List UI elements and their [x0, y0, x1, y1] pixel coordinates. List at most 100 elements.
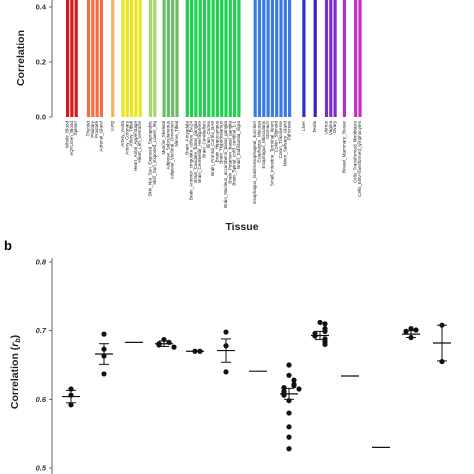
bar-29: [228, 0, 232, 117]
data-point: [101, 371, 107, 377]
bar-12: [138, 0, 142, 117]
y-tick-label-bottom: 0.7: [36, 326, 47, 335]
bar-24: [207, 0, 211, 117]
y-tick-label-top: 0.0: [36, 113, 46, 122]
scatter-group-1: [95, 331, 113, 377]
y-axis-ticks-top: 0.4 0.2 0.0: [36, 3, 52, 122]
bar-21: [194, 0, 198, 117]
bar-37: [275, 0, 279, 117]
y-tick-label-top: 0.4: [36, 3, 47, 12]
panel-label-b: b: [4, 238, 12, 253]
bar-27: [220, 0, 224, 117]
tissue-label: Thyroid: [86, 121, 91, 137]
tissue-label: Cells_EBV-transformed_lymphocytes: [357, 120, 362, 197]
data-point: [101, 331, 107, 337]
data-point: [317, 319, 323, 326]
tissue-label: Brain_Cortex: [206, 120, 211, 148]
bar-44: [329, 0, 333, 117]
tissue-label: Pancreas: [287, 120, 292, 140]
scatter-group-3: [155, 336, 177, 350]
y-tick-label-bottom: 0.5: [36, 464, 47, 473]
bar-18: [175, 0, 179, 117]
tissue-label: Esophagus_Muscularis: [261, 120, 266, 168]
data-point: [192, 348, 198, 354]
tissue-label: Cells_Transformed_fibroblasts: [353, 120, 358, 183]
bar-11: [134, 0, 138, 117]
data-point: [101, 346, 107, 352]
bar-33: [257, 0, 262, 117]
tissue-label: Esophagus_Mucosa: [257, 121, 262, 163]
data-point: [286, 362, 292, 368]
data-point: [291, 383, 297, 389]
tissue-label: Esophagus_Gastroesophageal_Junction: [252, 121, 257, 204]
tissue-label: Uterus: [324, 120, 329, 134]
bar-26: [215, 0, 219, 117]
tissue-label: Pituitary: [90, 120, 95, 137]
scatter-groups: [62, 319, 451, 452]
bar-0: [66, 0, 70, 117]
bar-45: [333, 0, 337, 117]
y-axis-label-bottom: Correlation (rb): [9, 335, 22, 409]
bar-4: [91, 0, 95, 117]
tissue-label: Whole_Blood: [65, 121, 70, 149]
bar-10: [130, 0, 134, 117]
bar-19: [185, 0, 189, 117]
bar-6: [99, 0, 103, 117]
bar-30: [233, 0, 237, 117]
data-point: [286, 434, 292, 440]
bar-32: [253, 0, 257, 117]
tissue-label: Brain_Hypothalamus: [219, 120, 224, 163]
tissue-label: Breast_Mammary_Tissue: [341, 121, 346, 174]
data-point: [322, 328, 328, 334]
data-point: [286, 424, 292, 430]
scatter-group-11: [402, 326, 420, 341]
scatter-group-0: [62, 386, 80, 408]
data-point: [166, 339, 172, 345]
data-point: [413, 327, 419, 333]
tissue-label: Brain_Spinal_cord_cervical_c-1: [232, 121, 237, 186]
tissue-label: Heart_Left_Ventricle: [137, 121, 142, 163]
data-point: [161, 336, 167, 343]
data-point: [291, 377, 297, 383]
data-point: [281, 392, 287, 398]
tissue-label: eQTLGen_Blood: [69, 121, 74, 156]
bar-16: [166, 0, 170, 117]
tissue-label: Skin_Sun_Exposed_Lower_leg: [152, 121, 157, 185]
tissue-label: Brain_Putamen_basal_ganglia: [227, 121, 232, 184]
data-point: [286, 446, 292, 452]
data-point: [312, 333, 318, 339]
data-point: [408, 326, 414, 332]
bar-14: [153, 0, 157, 117]
bar-40: [288, 0, 292, 117]
bar-41: [302, 0, 306, 117]
bar-42: [313, 0, 317, 117]
tissue-label: Skin_Not_Sun_Exposed_Suprapubic: [148, 120, 153, 196]
tissue-label: Brain_Caudate_basal_ganglia: [193, 121, 198, 183]
data-point: [68, 392, 74, 398]
correlation-scatter-chart: b Correlation (rb) 0.8 0.7 0.6 0.5: [4, 238, 451, 474]
data-point: [286, 410, 292, 416]
tissue-label: Artery_Coronary: [124, 120, 129, 154]
tissue-label: Nerve_Tibial: [174, 121, 179, 147]
data-point: [296, 386, 302, 392]
data-point: [223, 343, 229, 349]
bar-9: [125, 0, 129, 117]
data-point: [223, 369, 229, 375]
data-point: [101, 353, 107, 359]
tissue-label: Adrenal_Gland: [98, 121, 103, 152]
tissue-label: Liver: [301, 121, 306, 131]
tissue-label: Brain_Substantia_nigra: [236, 121, 241, 169]
tissue-label: Ovary: [332, 120, 337, 133]
tissue-label: Lung: [110, 121, 115, 132]
tissue-label: Colon_Transverse: [278, 121, 283, 159]
bar-13: [148, 0, 153, 117]
data-point: [322, 321, 328, 327]
tissue-label: Adipose_Subcutaneous: [165, 120, 170, 169]
bar-5: [95, 0, 99, 117]
bar-22: [198, 0, 202, 117]
bar-35: [266, 0, 270, 117]
y-axis-label-top: Correlation: [15, 30, 27, 86]
correlation-bar-chart: Correlation 0.4 0.2 0.0 Whole_Blood eQTLGen…: [15, 0, 362, 233]
data-point: [439, 358, 445, 365]
